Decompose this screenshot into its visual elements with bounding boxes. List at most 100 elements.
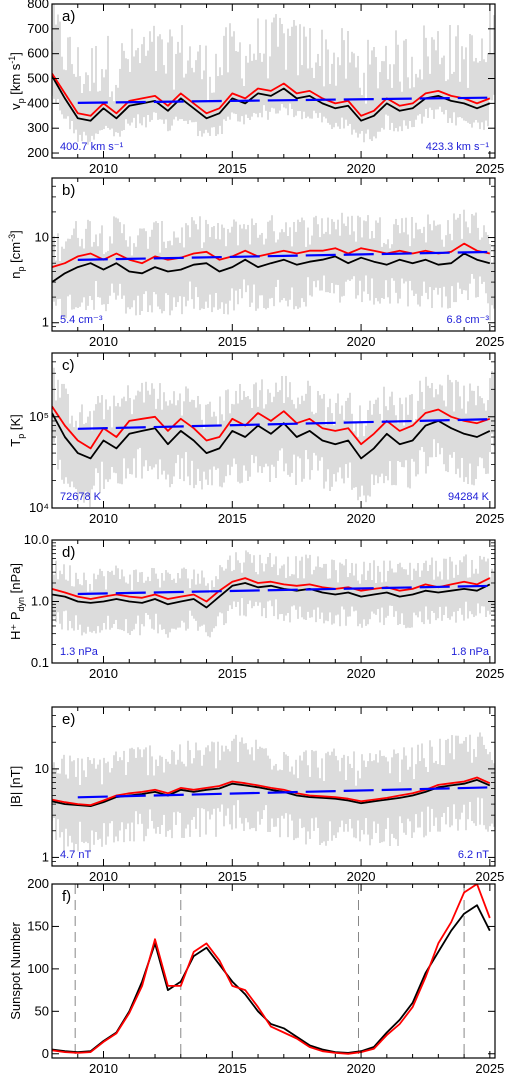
y-axis-label-part: |B| [nT]: [8, 766, 23, 807]
x-tick-label: 2010: [89, 666, 118, 681]
model-series-line: [52, 776, 491, 806]
y-axis-label-part: H⁺ P: [8, 611, 23, 640]
observed-series-line: [52, 412, 491, 460]
y-axis-label-part: -1: [7, 56, 17, 64]
y-tick-label: 1: [42, 315, 49, 330]
y-tick-label: 10⁵: [29, 409, 49, 424]
y-tick-label: 400: [27, 95, 49, 110]
y-axis-label-part: [km s: [8, 63, 23, 98]
x-tick-label: 2010: [89, 869, 118, 884]
x-tick-label: 2025: [475, 869, 504, 884]
y-axis-label-part: T: [8, 439, 23, 447]
model-series-line: [52, 577, 491, 603]
y-tick-label: 0: [42, 1046, 49, 1061]
y-tick-label: 10.0: [24, 532, 49, 547]
observed-series-line: [52, 582, 491, 609]
panel-c: 2010 2015 2020 2025 10⁴ 10⁵ c) Tp [K] 72678 K 942…: [8, 352, 504, 526]
x-tick-label: 2020: [347, 666, 376, 681]
y-tick-label: 10: [35, 761, 49, 776]
y-axis-label: vp [km s-1]: [7, 52, 26, 110]
panel-e: 2010 2015 2020 2025 1 10 e) |B| [nT] 4.7 nT 6.2 n…: [8, 706, 504, 884]
x-tick-label: 2025: [475, 1061, 504, 1075]
y-tick-label: 800: [27, 0, 49, 11]
y-tick-label: 100: [27, 961, 49, 976]
x-tick-label: 2025: [475, 161, 504, 176]
trend-line: [77, 250, 488, 261]
x-tick-label: 2025: [475, 511, 504, 526]
x-tick-label: 2015: [218, 1061, 247, 1075]
trend-line: [77, 584, 488, 596]
x-tick-label: 2015: [218, 334, 247, 349]
trend-line: [77, 786, 488, 799]
panel-label: a): [62, 8, 75, 25]
y-axis-label: Tp [K]: [8, 414, 26, 446]
model-series-line: [52, 73, 491, 117]
panel-frame: [51, 177, 496, 332]
trend-start-annotation: 4.7 nT: [60, 849, 91, 861]
panel-frame: [51, 883, 496, 1059]
plot-area: [52, 209, 495, 321]
y-axis-label-part: p: [16, 434, 26, 439]
y-axis-label-part: n: [8, 271, 23, 278]
panel-label: f): [62, 888, 71, 905]
panel-label: e): [62, 711, 75, 728]
model-series-line: [52, 405, 491, 450]
x-tick-label: 2010: [89, 334, 118, 349]
x-tick-label: 2010: [89, 1061, 118, 1075]
panel-f: 2010 2015 2020 2025 0 50 100 150 200 f) Sunspot Nu…: [8, 876, 504, 1075]
spread-band: [52, 4, 495, 145]
y-tick-label: 50: [35, 1003, 49, 1018]
x-tick-label: 2025: [475, 334, 504, 349]
y-axis-label: H⁺ Pdyn [nPa]: [8, 563, 26, 640]
y-axis-label: Sunspot Number: [8, 922, 23, 1020]
y-axis-label: |B| [nT]: [8, 766, 23, 807]
y-axis-label-part: ]: [8, 230, 23, 234]
y-axis-label-part: ]: [8, 52, 23, 56]
plot-area: [52, 364, 495, 507]
panel-a: 2010 2015 2020 2025 200 300 400 500 600 700 800 a) v…: [7, 0, 504, 176]
x-tick-label: 2020: [347, 869, 376, 884]
y-tick-label: 300: [27, 120, 49, 135]
plot-area: [52, 884, 491, 1058]
x-tick-label: 2010: [89, 161, 118, 176]
trend-end-annotation: 6.2 nT: [458, 849, 489, 861]
y-axis-label-part: p: [16, 98, 26, 103]
y-tick-label: 1: [42, 849, 49, 864]
y-tick-label: 200: [27, 145, 49, 160]
y-axis-label-part: [nPa]: [8, 563, 23, 597]
y-axis-label-part: v: [8, 103, 23, 110]
x-tick-label: 2020: [347, 334, 376, 349]
x-tick-label: 2015: [218, 869, 247, 884]
panel-b: 2010 2015 2020 2025 1 10 b) np [cm-3] 5.4 cm⁻³ 6.…: [7, 177, 504, 349]
x-tick-label: 2010: [89, 511, 118, 526]
trend-line: [77, 418, 488, 430]
model-series-line: [52, 242, 490, 268]
trend-start-annotation: 400.7 km s⁻¹: [60, 141, 124, 153]
plot-area: [52, 732, 495, 853]
y-axis-label-part: Sunspot Number: [8, 922, 23, 1020]
trend-start-annotation: 5.4 cm⁻³: [60, 314, 103, 326]
trend-end-annotation: 423.3 km s⁻¹: [426, 141, 490, 153]
x-tick-label: 2015: [218, 161, 247, 176]
trend-line: [77, 96, 488, 104]
x-tick-label: 2020: [347, 161, 376, 176]
observed-series-line: [52, 75, 491, 122]
x-tick-label: 2015: [218, 511, 247, 526]
trend-end-annotation: 6.8 cm⁻³: [447, 314, 490, 326]
plot-area: [52, 550, 495, 638]
y-axis-label-part: dyn: [16, 597, 26, 612]
panel-label: d): [62, 544, 75, 561]
y-axis-label: np [cm-3]: [7, 230, 26, 278]
y-axis-label-part: -3: [7, 234, 17, 242]
panel-frame: [51, 352, 496, 509]
panel-label: c): [62, 357, 75, 374]
trend-start-annotation: 1.3 nPa: [60, 646, 99, 658]
y-axis-label-part: [cm: [8, 242, 23, 267]
y-tick-label: 0.1: [31, 655, 49, 670]
y-tick-label: 150: [27, 918, 49, 933]
y-tick-label: 600: [27, 46, 49, 61]
model-series-line: [52, 884, 491, 1055]
y-tick-label: 1.0: [31, 594, 49, 609]
y-tick-label: 10⁴: [29, 500, 49, 515]
y-tick-label: 10: [35, 230, 49, 245]
